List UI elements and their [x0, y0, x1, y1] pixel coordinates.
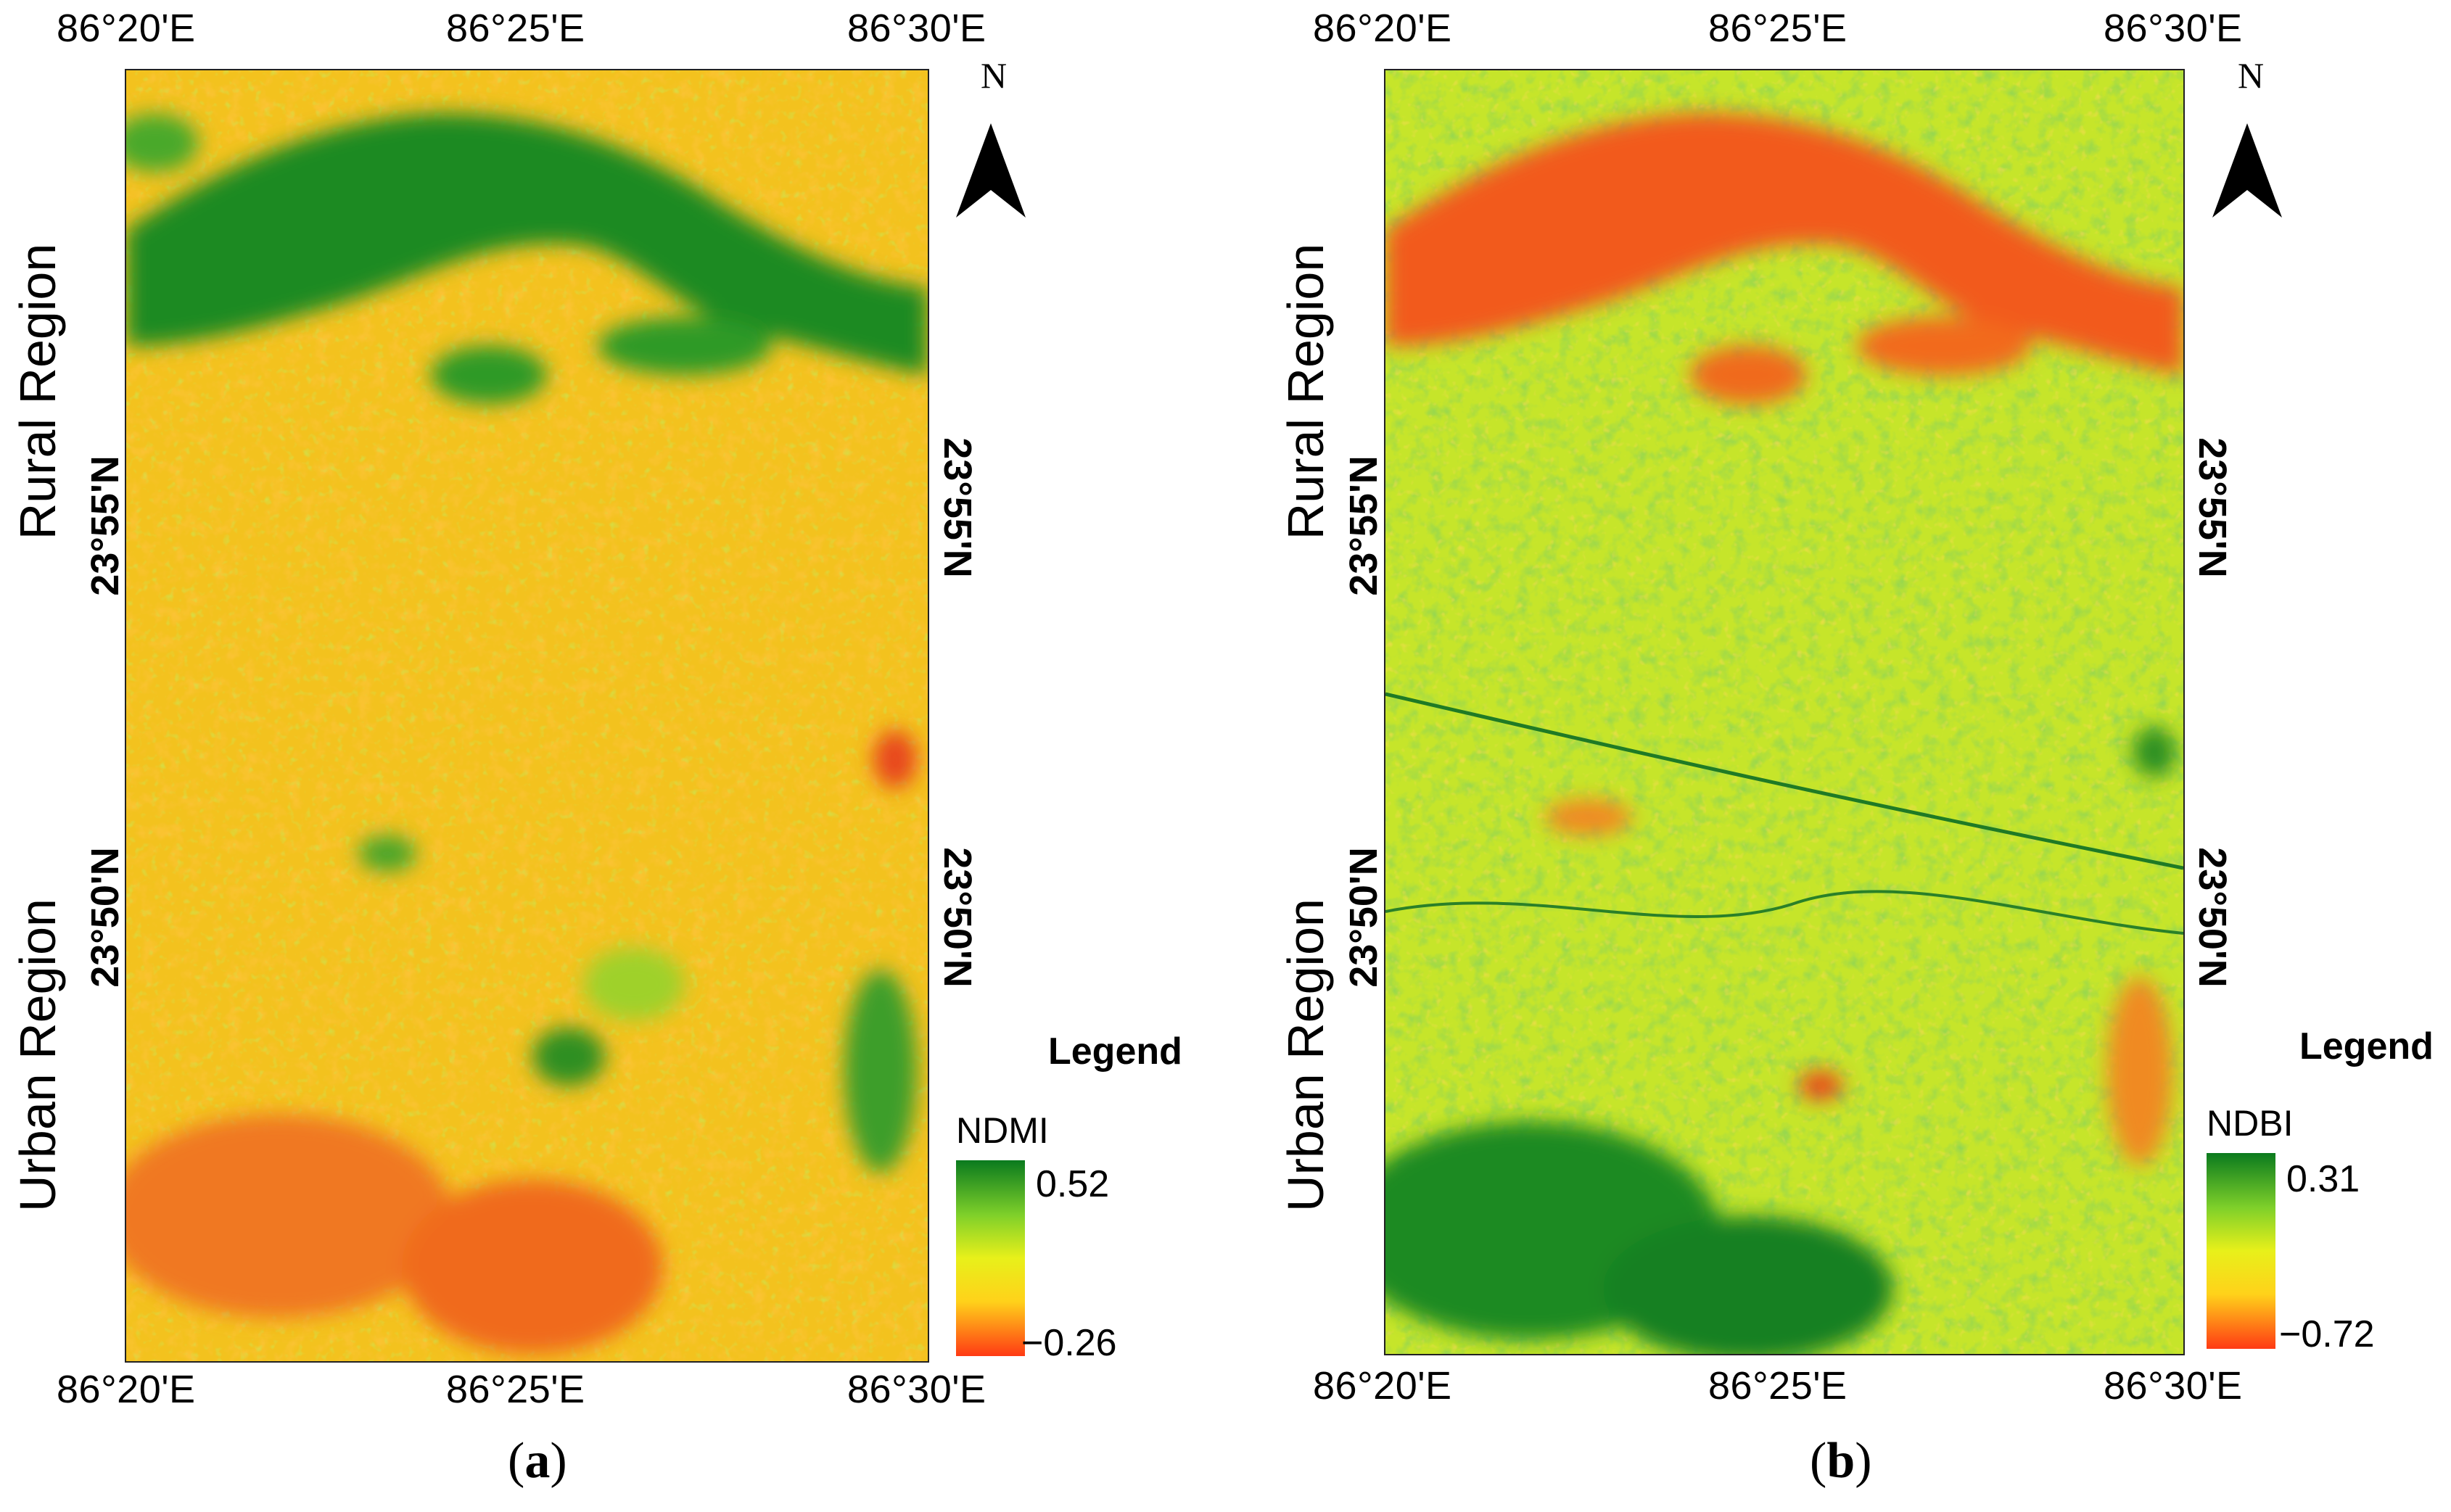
lon-label-top-center: 86°25'E	[1708, 7, 1847, 50]
lon-label-bottom-west: 86°20'E	[1313, 1364, 1452, 1408]
legend-min-value: −0.26	[1021, 1322, 1117, 1364]
lon-label-top-east: 86°30'E	[2104, 7, 2243, 50]
legend-variable: NDBI	[2207, 1103, 2294, 1144]
lon-label-top-center: 86°25'E	[446, 7, 585, 50]
lat-label-right-north: 23°55'N	[936, 437, 979, 578]
legend-min-value: −0.72	[2279, 1313, 2375, 1355]
ndbi-raster	[1385, 70, 2183, 1354]
lon-label-bottom-west: 86°20'E	[57, 1368, 196, 1411]
legend-max-value: 0.31	[2286, 1158, 2360, 1200]
north-letter: N	[981, 55, 1008, 96]
ndmi-map	[125, 69, 929, 1363]
panel-a: 86°20'E 86°25'E 86°30'E	[9, 7, 1182, 1489]
legend-max-value: 0.52	[1036, 1163, 1110, 1205]
legend-variable: NDMI	[956, 1110, 1049, 1151]
rural-region-label: Rural Region	[9, 243, 66, 540]
north-letter: N	[2238, 55, 2265, 96]
lat-label-right-north: 23°55'N	[2191, 437, 2234, 578]
lat-label-left-south: 23°50'N	[1342, 847, 1385, 988]
panel-caption: (b)	[1810, 1433, 1872, 1489]
lat-label-left-north: 23°55'N	[83, 455, 127, 596]
ndmi-raster	[126, 70, 928, 1361]
lon-label-bottom-center: 86°25'E	[1708, 1364, 1847, 1408]
legend-color-ramp	[956, 1160, 1025, 1356]
lon-label-top-east: 86°30'E	[847, 7, 986, 50]
panel-b: 86°20'E 86°25'E 86°30'E	[1226, 0, 2451, 1512]
lon-label-bottom-east: 86°30'E	[847, 1368, 986, 1411]
panel-caption: (a)	[508, 1433, 567, 1489]
urban-region-label: Urban Region	[9, 898, 66, 1212]
ndbi-map	[1384, 69, 2185, 1355]
lon-label-top-west: 86°20'E	[1313, 7, 1452, 50]
north-arrow-icon	[2212, 123, 2282, 218]
rural-region-label: Rural Region	[1277, 243, 1334, 540]
legend-title: Legend	[2299, 1025, 2434, 1067]
lon-label-bottom-east: 86°30'E	[2104, 1364, 2243, 1408]
legend-title: Legend	[1048, 1030, 1182, 1073]
north-arrow-icon	[956, 123, 1026, 218]
urban-region-label: Urban Region	[1277, 898, 1334, 1212]
lat-label-left-north: 23°55'N	[1342, 455, 1385, 596]
lat-label-right-south: 23°50'N	[2191, 847, 2234, 988]
lat-label-left-south: 23°50'N	[83, 847, 127, 988]
lon-label-bottom-center: 86°25'E	[446, 1368, 585, 1411]
legend-color-ramp	[2207, 1153, 2275, 1349]
lat-label-right-south: 23°50'N	[936, 847, 979, 988]
lon-label-top-west: 86°20'E	[57, 7, 196, 50]
